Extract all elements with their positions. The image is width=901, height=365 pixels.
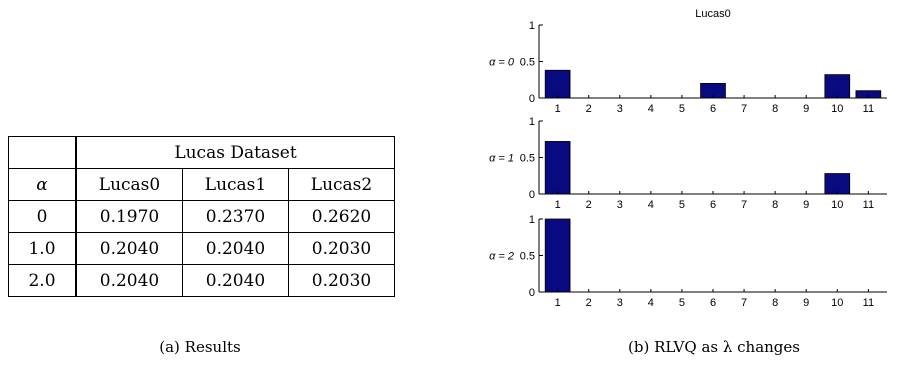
table-cell: 0.2040 — [75, 264, 183, 297]
x-tick-label: 5 — [679, 297, 685, 309]
y-tick-label: 0 — [529, 93, 535, 105]
alpha-value: 2.0 — [8, 264, 77, 297]
column-header: Lucas0 — [75, 168, 183, 201]
y-tick-label: 1 — [529, 116, 535, 128]
y-tick-label: 0 — [529, 189, 535, 201]
column-header: Lucas1 — [182, 168, 289, 201]
table-cell: 0.2620 — [288, 200, 395, 233]
x-tick-label: 7 — [741, 199, 747, 211]
x-tick-label: 2 — [586, 199, 592, 211]
x-tick-label: 8 — [772, 103, 778, 115]
x-tick-label: 10 — [831, 199, 843, 211]
x-tick-label: 4 — [648, 297, 654, 309]
x-tick-label: 8 — [772, 297, 778, 309]
x-tick-label: 3 — [617, 199, 623, 211]
table-cell: 0.1970 — [75, 200, 183, 233]
y-tick-label: 0.5 — [520, 153, 535, 165]
results-table: Lucas Dataset α Lucas0 Lucas1 Lucas2 0 0… — [8, 136, 395, 297]
y-tick-label: 0.5 — [520, 251, 535, 263]
caption-a: (a) Results — [159, 338, 241, 356]
bar — [824, 74, 851, 99]
x-tick-label: 10 — [831, 297, 843, 309]
bar — [544, 69, 571, 99]
table-cell: 0.2030 — [288, 232, 395, 265]
y-axis-label: α = 2 — [489, 251, 514, 263]
x-tick-label: 1 — [555, 199, 561, 211]
chart-title: Lucas0 — [695, 8, 730, 20]
table-header-row-2: α Lucas0 Lucas1 Lucas2 — [8, 168, 395, 201]
table-row: 0 0.1970 0.2370 0.2620 — [8, 200, 395, 233]
group-header: Lucas Dataset — [75, 136, 395, 169]
x-tick-label: 6 — [710, 103, 716, 115]
x-tick-label: 9 — [803, 297, 809, 309]
x-tick-label: 3 — [617, 103, 623, 115]
x-tick-label: 11 — [863, 103, 874, 115]
y-tick-label: 1 — [529, 20, 535, 32]
x-tick-label: 6 — [710, 297, 716, 309]
y-tick-label: 0 — [529, 287, 535, 299]
alpha-header: α — [8, 168, 77, 201]
x-tick-label: 7 — [741, 103, 747, 115]
x-tick-label: 6 — [710, 199, 716, 211]
y-axis-label: α = 1 — [489, 153, 514, 165]
table-row: 2.0 0.2040 0.2040 0.2030 — [8, 264, 395, 297]
bar — [544, 141, 571, 195]
alpha-value: 1.0 — [8, 232, 77, 265]
x-tick-label: 10 — [831, 103, 843, 115]
x-tick-label: 1 — [555, 297, 561, 309]
x-tick-label: 4 — [648, 103, 654, 115]
table-header-row-1: Lucas Dataset — [8, 136, 395, 169]
column-header: Lucas2 — [288, 168, 395, 201]
x-tick-label: 11 — [863, 199, 874, 211]
alpha-value: 0 — [8, 200, 77, 233]
table-cell: 0.2040 — [182, 264, 289, 297]
x-tick-label: 2 — [586, 103, 592, 115]
table-cell: 0.2030 — [288, 264, 395, 297]
x-tick-label: 9 — [803, 199, 809, 211]
x-tick-label: 9 — [803, 103, 809, 115]
x-tick-label: 8 — [772, 199, 778, 211]
x-tick-label: 2 — [586, 297, 592, 309]
x-tick-label: 5 — [679, 103, 685, 115]
bar — [824, 173, 851, 195]
x-tick-label: 3 — [617, 297, 623, 309]
x-tick-label: 5 — [679, 199, 685, 211]
table-cell: 0.2370 — [182, 200, 289, 233]
table-row: 1.0 0.2040 0.2040 0.2030 — [8, 232, 395, 265]
table-cell: 0.2040 — [182, 232, 289, 265]
header-blank-cell — [8, 136, 77, 169]
y-tick-label: 1 — [529, 214, 535, 226]
bar — [544, 218, 571, 293]
x-tick-label: 7 — [741, 297, 747, 309]
x-tick-label: 1 — [555, 103, 561, 115]
y-axis-label: α = 0 — [489, 57, 515, 69]
y-tick-label: 0.5 — [520, 57, 535, 69]
x-tick-label: 11 — [863, 297, 874, 309]
table-cell: 0.2040 — [75, 232, 183, 265]
x-tick-label: 4 — [648, 199, 654, 211]
caption-b: (b) RLVQ as λ changes — [628, 338, 800, 356]
